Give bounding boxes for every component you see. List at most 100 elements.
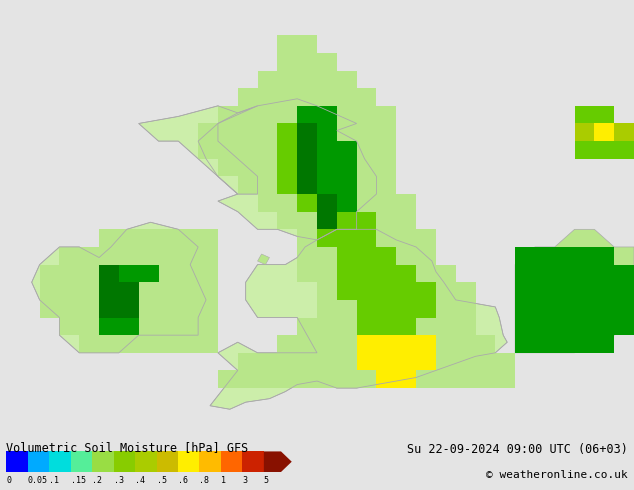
Bar [79,282,99,300]
Bar [416,265,436,282]
Bar [317,141,337,159]
Bar [337,229,356,247]
Bar [198,318,218,335]
Bar [456,335,476,353]
Bar [356,265,377,282]
Bar [337,318,356,335]
Bar [79,300,99,318]
Bar [99,300,119,318]
Bar [377,229,396,247]
Bar [377,282,396,300]
Bar [337,229,356,247]
Bar [555,247,574,265]
Bar [595,300,614,318]
Bar [337,353,356,370]
Bar [297,318,317,335]
Bar [574,282,595,300]
Bar [396,229,416,247]
Bar [119,300,139,318]
Bar [476,370,495,388]
Bar [198,265,218,282]
Polygon shape [264,451,292,472]
Bar [337,265,356,282]
Bar [6,451,28,472]
Text: Volumetric Soil Moisture [hPa] GFS: Volumetric Soil Moisture [hPa] GFS [6,441,249,454]
Bar [317,194,337,212]
Bar [356,282,377,300]
Bar [257,123,278,141]
Bar [158,247,178,265]
Bar [317,194,337,212]
Bar [396,300,416,318]
Bar [356,265,377,282]
Bar [278,159,297,176]
Bar [297,123,317,141]
Bar [574,318,595,335]
Bar [356,212,377,229]
Bar [356,335,377,353]
Bar [113,451,135,472]
Bar [317,176,337,194]
Bar [278,35,297,53]
Bar [238,88,257,106]
Bar [297,123,317,141]
Bar [337,194,356,212]
Text: 3: 3 [242,476,247,485]
Bar [356,229,377,247]
Bar [60,300,79,318]
Bar [218,159,238,176]
Bar [278,212,297,229]
Bar [337,176,356,194]
Bar [396,282,416,300]
Bar [257,159,278,176]
Bar [139,335,158,353]
Text: .1: .1 [49,476,59,485]
Bar [119,318,139,335]
Bar [278,123,297,141]
Bar [614,318,634,335]
Bar [39,265,60,282]
Bar [555,282,574,300]
Bar [99,247,119,265]
Bar [377,159,396,176]
Bar [297,71,317,88]
Bar [278,353,297,370]
Bar [416,335,436,353]
Bar [456,370,476,388]
Bar [158,229,178,247]
Bar [79,318,99,335]
Bar [377,335,396,353]
Bar [60,265,79,282]
Bar [317,370,337,388]
Bar [297,123,317,141]
Bar [317,159,337,176]
Bar [416,353,436,370]
Bar [574,123,595,141]
Text: © weatheronline.co.uk: © weatheronline.co.uk [486,470,628,481]
Bar [278,141,297,159]
Polygon shape [210,229,507,409]
Bar [595,335,614,353]
Bar [297,247,317,265]
Bar [257,176,278,194]
Bar [278,159,297,176]
Bar [99,282,119,300]
Bar [356,318,377,335]
Bar [515,265,535,282]
Bar [278,194,297,212]
Bar [377,318,396,335]
Bar [337,194,356,212]
Bar [119,247,139,265]
Bar [396,335,416,353]
Bar [119,265,139,282]
Bar [396,282,416,300]
Bar [377,353,396,370]
Bar [574,265,595,282]
Bar [297,176,317,194]
Bar [242,451,264,472]
Bar [218,106,238,123]
Bar [278,141,297,159]
Bar [79,335,99,353]
Bar [476,335,495,353]
Bar [574,247,595,265]
